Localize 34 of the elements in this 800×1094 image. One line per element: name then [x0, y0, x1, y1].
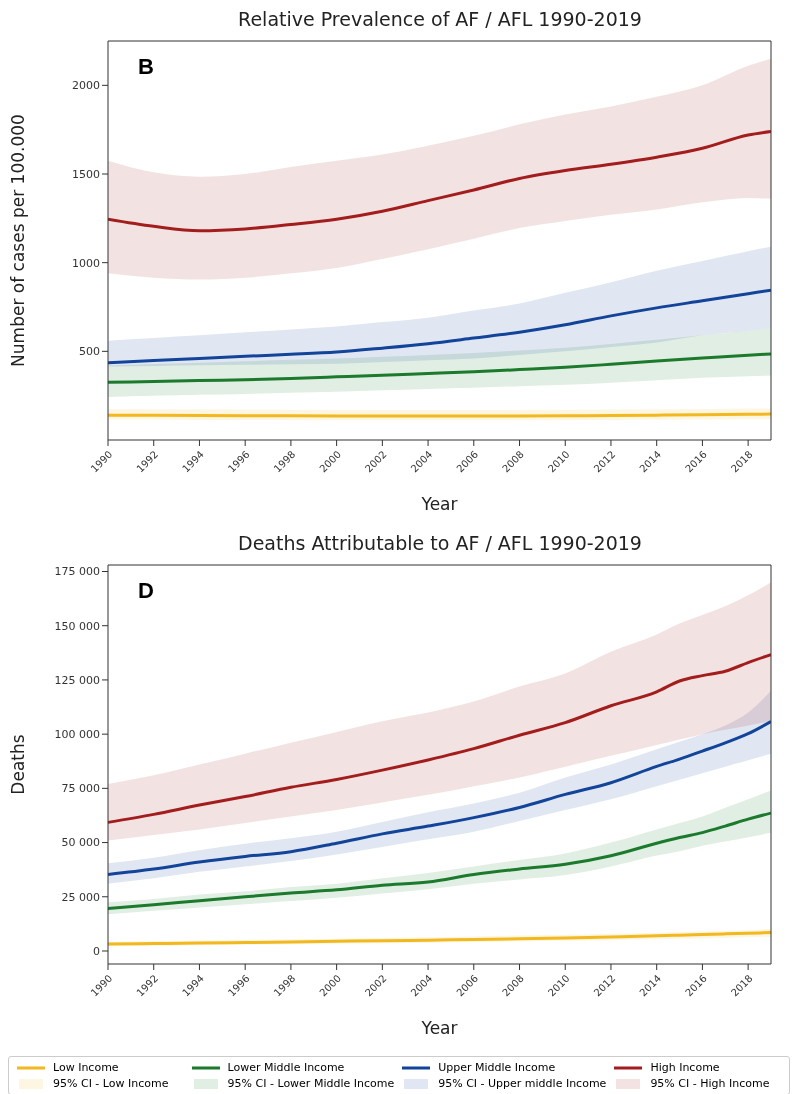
chart-title: Deaths Attributable to AF / AFL 1990-2019	[237, 532, 643, 554]
line-series	[108, 129, 771, 233]
y-tick-label: 75 000	[61, 782, 100, 796]
legend-label: Upper Middle Income	[438, 1061, 556, 1074]
line-series	[108, 288, 771, 365]
x-axis-title: Year	[420, 494, 458, 514]
legend-label: Lower Middle Income	[227, 1061, 345, 1074]
y-tick-label: 2000	[72, 79, 100, 93]
y-tick-label: 0	[93, 944, 100, 958]
y-tick-label: 175 000	[54, 565, 100, 579]
chart-title: Relative Prevalence of AF / AFL 1990-2019	[237, 8, 643, 30]
y-tick-label: 1000	[72, 256, 100, 270]
annotation: B	[138, 54, 154, 80]
line-series	[108, 720, 771, 876]
line-series	[108, 352, 771, 384]
text: 95% CI - Upper middle Income	[438, 1077, 607, 1090]
y-axis-title: Number of cases per 100.000	[8, 114, 29, 367]
line-series	[108, 653, 771, 824]
legend-label: Low Income	[53, 1061, 119, 1074]
text: 95% CI - Lower Middle Income	[227, 1077, 395, 1090]
line-series	[108, 811, 771, 910]
y-tick-label: 100 000	[54, 728, 100, 742]
y-tick-label: 50 000	[61, 836, 100, 850]
y-tick-label: 150 000	[54, 619, 100, 633]
text: 95% CI - Low Income	[53, 1077, 169, 1090]
annotation: D	[138, 578, 154, 604]
legend-label: High Income	[650, 1061, 720, 1074]
y-tick-label: 1500	[72, 167, 100, 181]
y-tick-label: 25 000	[61, 890, 100, 904]
y-tick-label: 125 000	[54, 673, 100, 687]
x-axis-title: Year	[420, 1018, 458, 1038]
text: 95% CI - High Income	[650, 1077, 770, 1090]
y-axis-title: Deaths	[8, 734, 29, 795]
y-tick-label: 500	[79, 345, 100, 359]
